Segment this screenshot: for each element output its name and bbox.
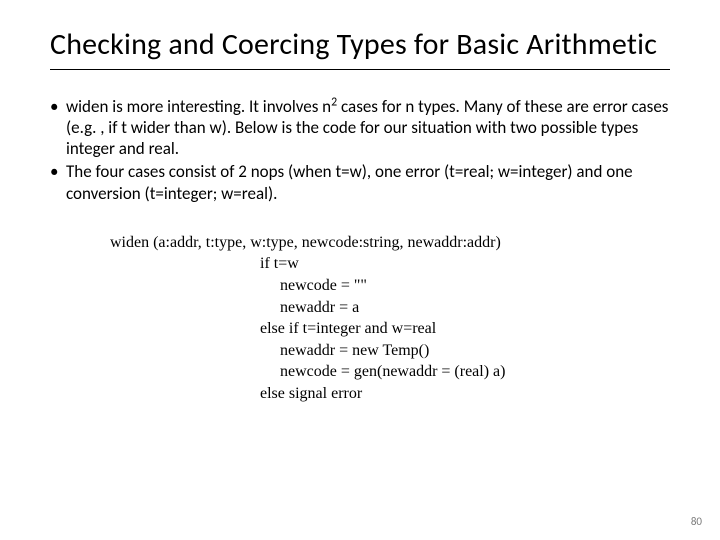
bullet-item: widen is more interesting. It involves n… bbox=[50, 96, 670, 160]
page-title: Checking and Coercing Types for Basic Ar… bbox=[50, 28, 670, 63]
code-line: newaddr = a bbox=[110, 297, 670, 319]
page-number: 80 bbox=[691, 515, 702, 528]
code-block: widen (a:addr, t:type, w:type, newcode:s… bbox=[110, 232, 670, 405]
bullet-list: widen is more interesting. It involves n… bbox=[50, 96, 670, 204]
code-line: newcode = gen(newaddr = (real) a) bbox=[110, 361, 670, 383]
code-line: widen (a:addr, t:type, w:type, newcode:s… bbox=[110, 232, 670, 254]
code-line: else if t=integer and w=real bbox=[110, 318, 670, 340]
code-line: newaddr = new Temp() bbox=[110, 340, 670, 362]
slide: Checking and Coercing Types for Basic Ar… bbox=[0, 0, 720, 540]
bullet-text: The four cases consist of 2 nops (when t… bbox=[66, 161, 633, 203]
bullet-text-pre: widen is more interesting. It involves n bbox=[66, 96, 331, 117]
bullet-item: The four cases consist of 2 nops (when t… bbox=[50, 161, 670, 204]
title-underline bbox=[50, 69, 670, 70]
code-line: else signal error bbox=[110, 383, 670, 405]
code-line: if t=w bbox=[110, 253, 670, 275]
code-line: newcode = "" bbox=[110, 275, 670, 297]
